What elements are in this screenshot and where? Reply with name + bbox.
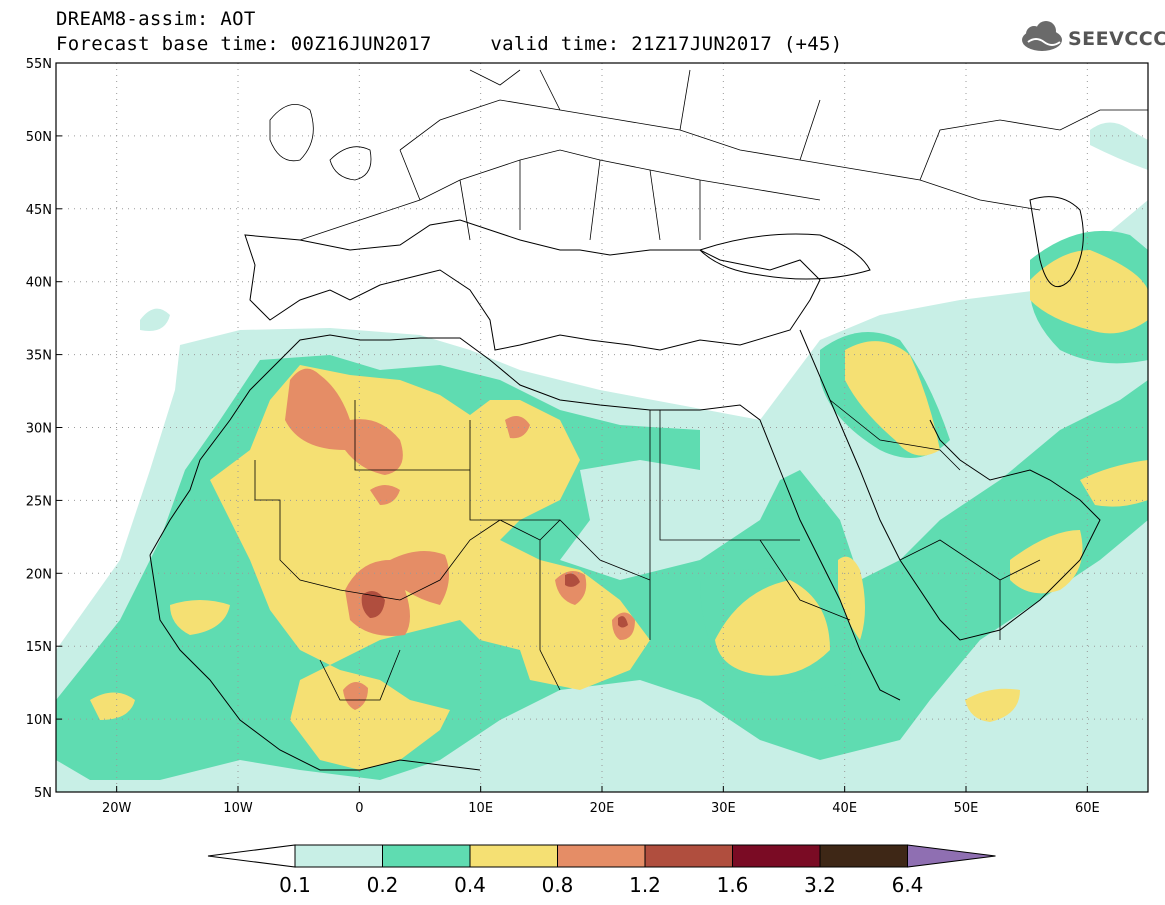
colorbar-label: 3.2 [804, 873, 836, 897]
lat-tick-label: 25N [26, 494, 52, 509]
logo-text: SEEVCCC [1068, 28, 1165, 50]
forecast-time-line: Forecast base time: 00Z16JUN2017 valid t… [56, 33, 843, 55]
lat-tick-label: 50N [26, 130, 52, 145]
aot-colorbar: 0.1 0.2 0.4 0.8 1.2 1.6 3.2 6.4 [207, 844, 996, 897]
colorbar-box [382, 844, 471, 868]
lat-tick-label: 35N [26, 349, 52, 364]
borders-uk-scandinavia [269, 69, 521, 181]
lon-tick-label: 10E [468, 801, 493, 816]
lon-tick-label: 0 [355, 801, 363, 816]
seevccc-logo: SEEVCCC [1018, 20, 1165, 56]
aot-level-0.4-iraq [845, 341, 940, 456]
colorbar-label: 0.1 [279, 873, 311, 897]
coastline-caspian-blacksea [699, 196, 1084, 288]
longitude-labels: 20W 10W 0 10E 20E 30E 40E 50E 60E [102, 786, 1100, 816]
borders-europe [299, 69, 1148, 241]
lon-tick-label: 20E [590, 801, 615, 816]
aot-level-0.8-chad [555, 571, 635, 640]
coastline-europe-africa [244, 219, 821, 351]
borders-sahara [254, 400, 851, 701]
colorbar-box [557, 844, 646, 868]
lat-tick-label: 40N [26, 276, 52, 291]
colorbar-box [732, 844, 821, 868]
colorbar-label: 1.2 [629, 873, 661, 897]
colorbar-box [294, 844, 383, 868]
lon-tick-label: 20W [102, 801, 132, 816]
latitude-labels: 55N 50N 45N 40N 35N 30N 25N 20N 15N 10N 5N [26, 57, 62, 801]
aot-level-0.4-eastafrica [715, 580, 830, 676]
coastlines [149, 196, 1101, 771]
colorbar-label: 0.8 [542, 873, 574, 897]
cloud-logo-icon [1022, 21, 1062, 51]
colorbar-box [644, 844, 733, 868]
coastline-west-africa [149, 554, 481, 771]
borders-middle-east [829, 399, 1041, 640]
lon-tick-label: 30E [711, 801, 736, 816]
lat-tick-label: 20N [26, 567, 52, 582]
colorbar-under-arrow [207, 844, 296, 868]
lat-tick-label: 30N [26, 422, 52, 437]
coastline-north-africa [149, 334, 901, 701]
lon-tick-label: 60E [1075, 801, 1100, 816]
aot-level-0.4-caspian [1030, 250, 1148, 334]
lat-tick-label: 55N [26, 57, 52, 72]
colorbar-boxes [207, 844, 996, 868]
aot-level-0.4-arabia [965, 460, 1148, 722]
lat-tick-label: 45N [26, 203, 52, 218]
colorbar-over-arrow [907, 844, 996, 868]
lon-tick-label: 50E [954, 801, 979, 816]
country-borders [254, 69, 1148, 701]
colorbar-labels: 0.1 0.2 0.4 0.8 1.2 1.6 3.2 6.4 [279, 873, 923, 897]
colorbar-label: 6.4 [892, 873, 924, 897]
colorbar-box [819, 844, 908, 868]
lat-tick-label: 10N [26, 713, 52, 728]
lon-tick-label: 40E [832, 801, 857, 816]
colorbar-box [469, 844, 558, 868]
lon-tick-label: 10W [223, 801, 253, 816]
lat-tick-label: 15N [26, 640, 52, 655]
aot-level-0.4-southwest [90, 600, 230, 720]
aot-level-0.8-algeria [370, 416, 530, 505]
aot-level-0.8-morocco [285, 368, 403, 475]
lat-tick-label: 5N [34, 786, 52, 801]
colorbar-label: 0.4 [454, 873, 486, 897]
coastline-arabia [799, 329, 1101, 641]
colorbar-label: 0.2 [367, 873, 399, 897]
aot-level-0.8-nigeria [343, 681, 368, 710]
aot-map: 55N 50N 45N 40N 35N 30N 25N 20N 15N 10N 5N 20W 10W 0… [26, 57, 1149, 816]
aot-level-0.4-redsea [838, 556, 865, 640]
colorbar-label: 1.6 [717, 873, 749, 897]
map-title: DREAM8-assim: AOT [56, 8, 256, 30]
